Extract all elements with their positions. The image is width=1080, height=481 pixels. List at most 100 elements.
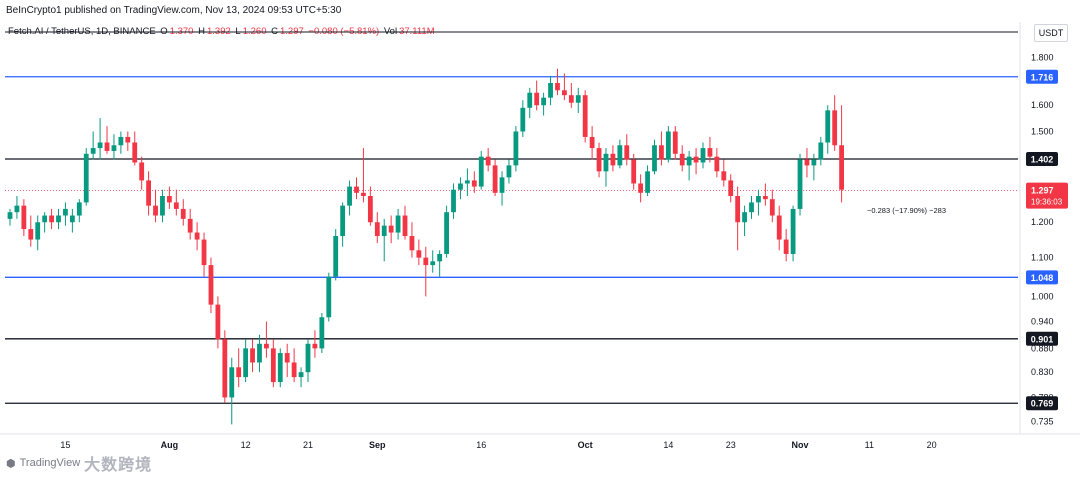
candle-body <box>264 343 269 349</box>
candle-body <box>464 180 470 184</box>
candle-body <box>28 229 34 240</box>
tradingview-logo-icon: ⬢ <box>6 457 16 470</box>
candle-body <box>201 239 207 266</box>
y-tick-label: 1.000 <box>1031 291 1054 301</box>
candle-body <box>416 250 422 258</box>
candle-body <box>527 92 533 108</box>
watermark-cn-text: 大数跨境 <box>84 457 153 474</box>
currency-button[interactable]: USDT <box>1034 24 1068 42</box>
candle-body <box>638 183 644 193</box>
candle-body <box>42 215 48 223</box>
watermark-brand: TradingView <box>19 457 81 469</box>
candle-body <box>749 202 754 213</box>
candle-body <box>762 195 768 200</box>
level-axis-label: 0.769 <box>1031 399 1054 409</box>
x-tick-label: Nov <box>792 440 809 450</box>
candle-body <box>617 145 623 166</box>
candle-body <box>402 215 408 237</box>
candle-body <box>361 192 366 196</box>
last-price-label: 1.297 <box>1031 186 1054 196</box>
candle-body <box>672 131 678 154</box>
candle-body <box>506 165 512 178</box>
x-tick-label: 14 <box>663 440 673 450</box>
candle-body <box>326 276 332 318</box>
x-tick-label: 20 <box>927 440 937 450</box>
x-tick-label: 12 <box>241 440 251 450</box>
candle-body <box>409 236 415 251</box>
candle-body <box>14 205 20 213</box>
candle-body <box>90 148 96 154</box>
y-tick-label: 1.600 <box>1031 100 1054 110</box>
candle-body <box>97 142 103 149</box>
candle-body <box>499 177 505 193</box>
tradingview-watermark: ⬢ TradingView 大数跨境 <box>6 451 152 475</box>
candle-body <box>742 212 747 223</box>
candle-body <box>596 148 602 172</box>
candle-body <box>243 348 249 378</box>
level-axis-badge <box>1026 331 1058 346</box>
candle-body <box>562 90 567 96</box>
candle-body <box>458 183 463 190</box>
candle-body <box>222 339 228 398</box>
candle-body <box>284 353 290 363</box>
candle-body <box>381 225 387 237</box>
y-tick-label: 1.800 <box>1031 52 1054 62</box>
candle-body <box>298 372 304 378</box>
candle-body <box>804 159 810 166</box>
candle-body <box>783 239 789 254</box>
candle-body <box>624 145 630 160</box>
x-tick-label: Aug <box>161 440 179 450</box>
candle-body <box>180 208 186 219</box>
candle-body <box>707 148 713 157</box>
candle-body <box>839 145 844 190</box>
candle-body <box>340 205 346 237</box>
candle-body <box>160 195 165 216</box>
candle-body <box>575 95 581 103</box>
x-tick-label: Sep <box>369 440 386 450</box>
candle-body <box>229 367 235 398</box>
candle-body <box>492 165 498 193</box>
candle-body <box>534 92 540 106</box>
candle-body <box>520 107 526 132</box>
candle-body <box>187 218 193 233</box>
level-axis-badge <box>1026 396 1058 411</box>
y-tick-label: 0.735 <box>1031 417 1054 427</box>
candle-body <box>728 180 734 196</box>
y-tick-label: 0.830 <box>1031 367 1054 377</box>
candle-body <box>319 317 325 349</box>
candle-body <box>139 162 145 181</box>
candle-body <box>388 225 394 233</box>
x-tick-label: 23 <box>726 440 736 450</box>
x-tick-label: 16 <box>476 440 486 450</box>
candle-body <box>665 131 671 160</box>
candle-body <box>347 186 352 206</box>
candle-body <box>631 159 637 184</box>
candle-body <box>125 136 131 143</box>
candle-body <box>548 82 553 98</box>
candle-body <box>568 95 574 103</box>
candle-body <box>776 215 782 240</box>
candle-body <box>76 202 82 216</box>
candle-body <box>652 145 657 172</box>
candle-body <box>395 215 401 233</box>
candle-body <box>333 236 339 277</box>
level-axis-label: 1.402 <box>1031 154 1054 164</box>
candle-body <box>589 136 595 149</box>
candle-body <box>478 156 484 187</box>
candle-body <box>451 189 456 213</box>
candle-body <box>513 131 519 166</box>
candle-body <box>354 186 359 193</box>
x-tick-label: Oct <box>578 440 593 450</box>
candle-body <box>118 136 124 146</box>
candle-body <box>250 348 255 363</box>
candle-body <box>56 215 61 223</box>
candle-body <box>374 222 380 237</box>
candle-body <box>693 156 699 163</box>
candle-body <box>686 156 692 166</box>
candle-body <box>700 148 706 163</box>
candle-body <box>811 159 817 166</box>
candle-body <box>132 142 138 163</box>
candle-body <box>769 199 775 216</box>
y-tick-label: 1.200 <box>1031 217 1054 227</box>
